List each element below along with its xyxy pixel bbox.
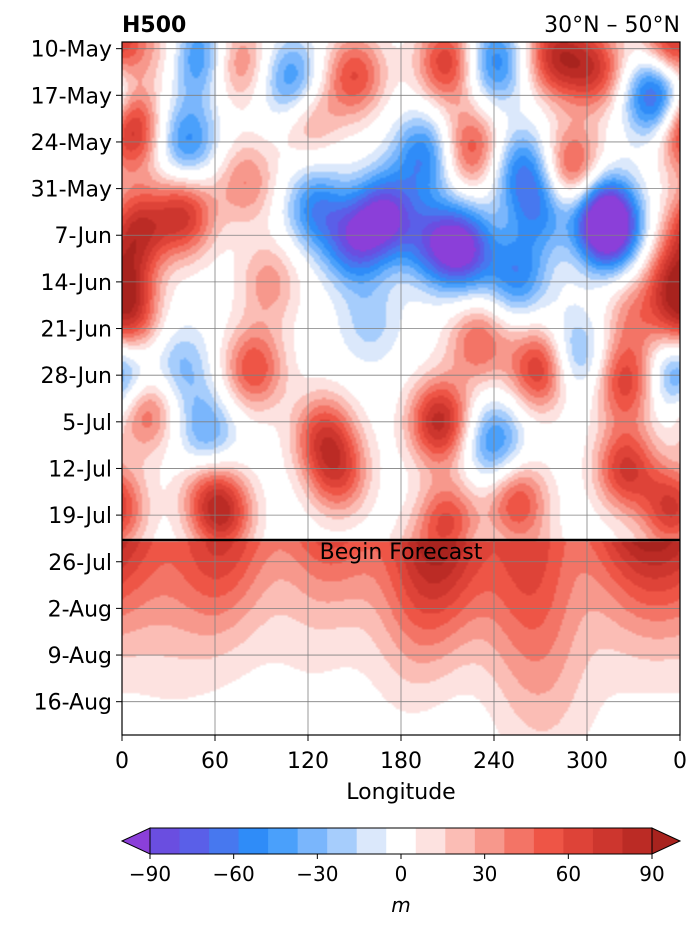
colorbar-swatch: [356, 828, 387, 854]
y-tick-label: 31-May: [31, 178, 112, 203]
colorbar-swatch: [592, 828, 623, 854]
y-tick-label: 5-Jul: [62, 411, 112, 436]
grid-lines: [122, 42, 680, 735]
colorbar-swatch: [622, 828, 653, 854]
colorbar-tick-label: 60: [556, 862, 581, 886]
y-tick-label: 14-Jun: [40, 271, 112, 296]
colorbar-tick-label: −90: [129, 862, 171, 886]
y-tick-label: 12-Jul: [48, 457, 112, 482]
y-tick-label: 21-Jun: [40, 318, 112, 343]
y-tick-label: 7-Jun: [54, 224, 112, 249]
x-axis-label: Longitude: [346, 780, 455, 805]
y-tick-label: 16-Aug: [34, 691, 112, 716]
x-tick-label: 0: [115, 749, 129, 774]
colorbar-label: m: [391, 893, 410, 917]
x-tick-label: 0: [673, 749, 687, 774]
x-tick-label: 60: [201, 749, 229, 774]
x-tick-label: 240: [473, 749, 515, 774]
colorbar-swatch: [504, 828, 535, 854]
y-tick-label: 17-May: [31, 84, 112, 109]
colorbar-swatch: [150, 828, 181, 854]
colorbar-swatch: [474, 828, 505, 854]
x-tick-label: 180: [380, 749, 422, 774]
x-axis: 0 60 120 180 240 300 0: [115, 735, 687, 774]
y-tick-label: 28-Jun: [40, 364, 112, 389]
y-tick-label: 26-Jul: [48, 551, 112, 576]
colorbar-swatch: [386, 828, 417, 854]
colorbar-swatch: [445, 828, 476, 854]
y-tick-label: 9-Aug: [48, 644, 112, 669]
y-tick-label: 19-Jul: [48, 504, 112, 529]
chart-title-right: 30°N – 50°N: [544, 13, 680, 38]
y-axis: 10-May 17-May 24-May 31-May 7-Jun 14-Jun 21-Ju…: [31, 38, 122, 716]
colorbar-swatch: [238, 828, 269, 854]
y-tick-label: 24-May: [31, 131, 112, 156]
colorbar-swatch: [209, 828, 240, 854]
colorbar-swatch: [415, 828, 446, 854]
colorbar-swatch: [179, 828, 210, 854]
y-tick-label: 10-May: [31, 38, 112, 63]
colorbar-swatch: [563, 828, 594, 854]
colorbar-tick-label: 90: [639, 862, 664, 886]
colorbar-swatch: [268, 828, 299, 854]
colorbar-tick-label: −30: [296, 862, 338, 886]
x-tick-label: 120: [287, 749, 329, 774]
forecast-label: Begin Forecast: [320, 540, 483, 565]
colorbar-tick-label: 0: [395, 862, 408, 886]
colorbar-swatch: [533, 828, 564, 854]
colorbar-tick-label: 30: [472, 862, 497, 886]
colorbar-swatch: [297, 828, 328, 854]
colorbar-swatch: [327, 828, 358, 854]
colorbar: −90 −60 −30 0 30 60 90: [120, 827, 682, 886]
plot-area: [122, 42, 680, 735]
y-tick-label: 2-Aug: [48, 597, 112, 622]
colorbar-extend-low: [120, 827, 151, 855]
x-tick-label: 300: [566, 749, 608, 774]
colorbar-tick-label: −60: [213, 862, 255, 886]
colorbar-extend-high: [651, 827, 682, 855]
chart-title-left: H500: [122, 13, 186, 38]
